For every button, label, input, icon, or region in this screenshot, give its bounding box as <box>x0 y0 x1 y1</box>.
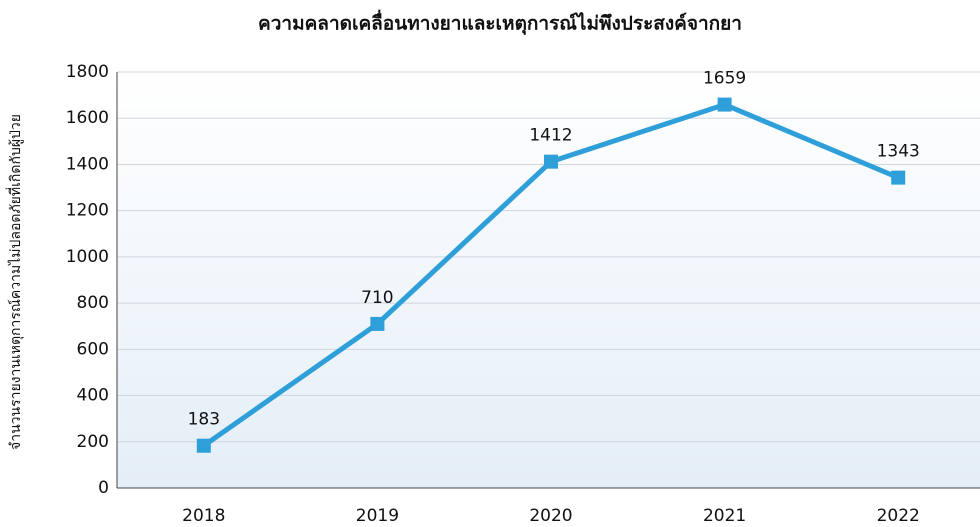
x-tick-label: 2022 <box>877 506 920 526</box>
y-tick-label: 800 <box>77 293 109 313</box>
data-point <box>891 170 906 185</box>
data-label: 1659 <box>703 69 746 89</box>
data-point <box>370 316 385 331</box>
y-axis-label: จำนวนรายงานเหตุการณ์ความไม่ปลอดภัยที่เกิ… <box>6 114 24 450</box>
x-tick-label: 2020 <box>529 506 572 526</box>
y-tick-label: 400 <box>77 386 109 406</box>
data-point <box>196 438 211 453</box>
y-tick-label: 1400 <box>66 154 109 174</box>
x-tick-label: 2021 <box>703 506 746 526</box>
y-tick-label: 1600 <box>66 108 109 128</box>
chart-title: ความคลาดเคลื่อนทางยาและเหตุการณ์ไม่พึงปร… <box>258 10 742 36</box>
y-tick-label: 1200 <box>66 201 109 221</box>
x-tick-label: 2019 <box>356 506 399 526</box>
data-label: 183 <box>188 410 220 430</box>
x-tick-label: 2018 <box>182 506 225 526</box>
data-point <box>544 154 558 169</box>
y-tick-label: 1000 <box>66 247 109 267</box>
data-label: 1343 <box>877 142 920 162</box>
plot-area <box>117 72 980 488</box>
y-tick-label: 1800 <box>66 62 109 82</box>
data-label: 1412 <box>529 126 572 146</box>
y-tick-label: 0 <box>98 478 109 498</box>
y-tick-label: 600 <box>77 339 109 359</box>
y-tick-label: 200 <box>77 432 109 452</box>
data-point <box>717 97 732 112</box>
data-label: 710 <box>361 288 393 308</box>
